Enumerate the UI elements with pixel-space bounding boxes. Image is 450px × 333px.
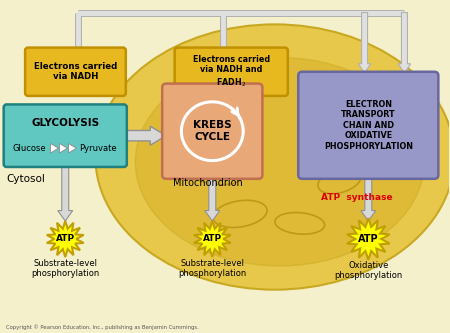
Text: KREBS
CYCLE: KREBS CYCLE bbox=[193, 121, 232, 142]
FancyBboxPatch shape bbox=[25, 48, 126, 96]
Ellipse shape bbox=[135, 58, 424, 266]
Polygon shape bbox=[205, 175, 220, 221]
Text: Glucose: Glucose bbox=[13, 144, 46, 153]
Polygon shape bbox=[58, 164, 73, 221]
FancyBboxPatch shape bbox=[298, 72, 438, 179]
Polygon shape bbox=[398, 13, 411, 73]
Text: Copyright © Pearson Education, Inc., publishing as Benjamin Cummings.: Copyright © Pearson Education, Inc., pub… bbox=[6, 325, 198, 330]
Text: ATP: ATP bbox=[56, 234, 75, 243]
Polygon shape bbox=[358, 13, 371, 73]
Polygon shape bbox=[347, 218, 390, 260]
Polygon shape bbox=[50, 144, 58, 153]
FancyBboxPatch shape bbox=[4, 105, 127, 167]
Text: Substrate-level
phosphorylation: Substrate-level phosphorylation bbox=[31, 259, 99, 278]
Polygon shape bbox=[361, 175, 376, 221]
FancyBboxPatch shape bbox=[162, 84, 262, 179]
Text: ELECTRON
TRANSPORT
CHAIN AND
OXIDATIVE
PHOSPHORYLATION: ELECTRON TRANSPORT CHAIN AND OXIDATIVE P… bbox=[324, 100, 413, 151]
Text: Mitochondrion: Mitochondrion bbox=[173, 178, 243, 188]
Text: Pyruvate: Pyruvate bbox=[79, 144, 117, 153]
Polygon shape bbox=[68, 144, 76, 153]
Text: Substrate-level
phosphorylation: Substrate-level phosphorylation bbox=[178, 259, 247, 278]
Text: Cytosol: Cytosol bbox=[7, 173, 45, 183]
Text: ATP: ATP bbox=[358, 234, 378, 244]
Text: ATP: ATP bbox=[203, 234, 222, 243]
Text: Electrons carried
via NADH and
FADH$_2$: Electrons carried via NADH and FADH$_2$ bbox=[193, 55, 270, 89]
Ellipse shape bbox=[95, 24, 450, 290]
Polygon shape bbox=[47, 221, 84, 257]
Text: Oxidative
phosphorylation: Oxidative phosphorylation bbox=[334, 261, 402, 280]
Polygon shape bbox=[124, 126, 166, 145]
Text: GLYCOLYSIS: GLYCOLYSIS bbox=[31, 118, 99, 128]
Polygon shape bbox=[59, 144, 68, 153]
Polygon shape bbox=[194, 221, 231, 257]
FancyBboxPatch shape bbox=[175, 48, 288, 96]
Text: ATP  synthase: ATP synthase bbox=[321, 193, 393, 202]
Text: Electrons carried
via NADH: Electrons carried via NADH bbox=[34, 62, 117, 82]
